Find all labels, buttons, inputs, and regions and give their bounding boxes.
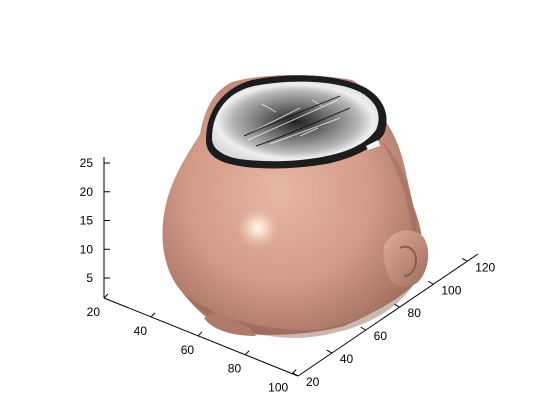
slice-interior [212,81,379,162]
z-tick-label: 25 [80,156,94,170]
y-tick-mark [326,349,333,354]
x-tick-mark [150,312,156,318]
head-highlight [236,206,280,250]
y-tick-label: 120 [475,260,495,274]
y-tick-label: 40 [340,352,354,366]
y-axis-line [297,253,479,377]
y-tick-mark [461,257,468,262]
brain-texture [247,99,341,145]
x-tick-label: 60 [181,343,195,357]
y-tick-mark [428,280,434,285]
z-tick-label: 15 [80,214,94,228]
ear [383,230,429,288]
x-tick-label: 100 [268,381,288,395]
y-tick-label: 100 [441,283,461,297]
y-tick-label: 20 [306,375,320,389]
y-tick-mark [394,303,400,308]
z-tick-label: 5 [86,271,93,285]
x-tick-label: 40 [134,324,148,338]
brain-dark-lines [243,95,351,147]
axis-ticks: 5 10 15 20 25 20 40 60 80 100 20 40 60 80 100 120 [80,156,496,395]
x-tick-mark [103,293,109,299]
y-tick-mark [292,372,299,377]
y-tick-mark [360,326,366,331]
x-tick-mark [197,331,203,337]
y-tick-label: 60 [374,329,388,343]
z-tick-label: 10 [80,242,94,256]
axis-lines [103,157,479,377]
x-axis-line [103,297,299,377]
x-tick-mark [244,350,250,356]
z-tick-label: 20 [80,185,94,199]
y-tick-label: 80 [408,306,422,320]
x-tick-label: 20 [87,305,101,319]
neck-stub [204,312,256,336]
slice-edge-patch [366,140,380,150]
brain-slice [206,75,387,169]
x-tick-mark [291,369,297,375]
x-tick-label: 80 [228,362,242,376]
